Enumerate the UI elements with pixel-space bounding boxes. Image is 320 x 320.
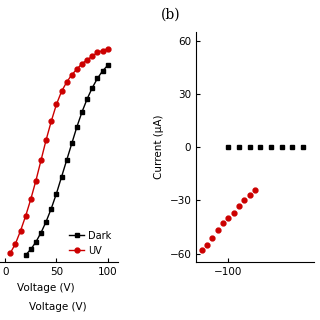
Dark [65, 158, 68, 162]
UV [100, 49, 104, 52]
Text: (b): (b) [161, 7, 180, 21]
UV [60, 90, 63, 93]
UV [19, 229, 22, 233]
Dark [95, 76, 99, 80]
UV [85, 58, 89, 62]
UV [54, 102, 58, 106]
Legend: Dark, UV: Dark, UV [68, 229, 113, 258]
UV [75, 67, 79, 71]
Dark [54, 192, 58, 196]
UV [39, 158, 43, 162]
UV [49, 119, 53, 123]
Dark [90, 86, 94, 90]
Text: Voltage (V): Voltage (V) [29, 302, 86, 312]
Dark [44, 220, 48, 223]
Dark [60, 175, 63, 179]
UV [24, 214, 28, 218]
Dark [75, 125, 79, 129]
Dark [100, 69, 104, 73]
Dark [39, 231, 43, 235]
Dark [70, 141, 74, 145]
Line: Dark: Dark [23, 63, 110, 257]
Dark [80, 110, 84, 114]
UV [80, 62, 84, 66]
UV [8, 251, 12, 255]
Y-axis label: Current (μA): Current (μA) [154, 115, 164, 180]
UV [70, 73, 74, 77]
UV [13, 242, 17, 246]
UV [29, 197, 33, 201]
X-axis label: Voltage (V): Voltage (V) [17, 283, 75, 293]
Dark [24, 253, 28, 257]
UV [95, 51, 99, 54]
UV [90, 54, 94, 58]
UV [34, 179, 38, 183]
UV [65, 80, 68, 84]
UV [106, 47, 109, 51]
Dark [106, 64, 109, 68]
Dark [85, 97, 89, 101]
Line: UV: UV [8, 46, 110, 256]
Dark [49, 207, 53, 211]
Dark [34, 240, 38, 244]
UV [44, 138, 48, 142]
Dark [29, 247, 33, 251]
